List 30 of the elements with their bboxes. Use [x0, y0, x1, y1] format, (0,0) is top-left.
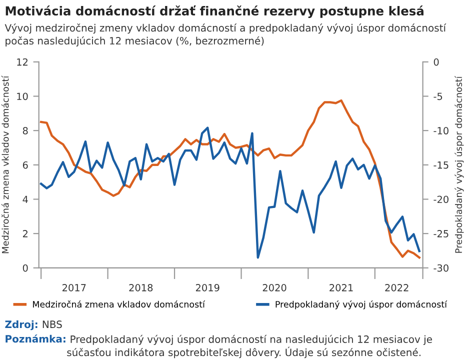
x-tick-label: 2022: [385, 284, 408, 292]
y2-tick-label: 0: [434, 58, 439, 66]
line-series: [40, 126, 420, 259]
y2-tick-label: -25: [434, 230, 448, 238]
x-tick-label: 2018: [129, 284, 153, 292]
legend-label: Predpokladaný vývoj úspor domácností: [276, 300, 448, 310]
x-tick-label: 2020: [262, 284, 286, 292]
chart-title: Motivácia domácností držať finančné rezervy postupne klesá: [6, 5, 424, 18]
y2-tick-label: -20: [434, 196, 448, 204]
y2-axis-title: Predpokladaný vývoj úspor domácností: [454, 76, 464, 253]
x-tick-label: 2019: [196, 284, 220, 292]
y-tick-label: 6: [22, 161, 28, 169]
y-tick-label: 12: [17, 58, 28, 66]
text: Poznámka: Predpokladaný vývoj úspor domácností na nasledujúcich 12 mesiacov je súčasťou indikátora spotrebiteľskej dôvery. Údaje sú sezónne očistené.: [6, 334, 432, 358]
y-tick-label: 4: [22, 196, 28, 203]
y-tick-label: 2: [22, 230, 28, 238]
y-tick-label: 10: [17, 92, 28, 100]
y-tick-label: 8: [22, 127, 28, 134]
y-tick-label: 0: [22, 264, 28, 272]
chart-subtitle: Vývoj medziročnej zmeny vkladov domácností a predpokladaný vývoj úspor domácností počas nasledujúcich 12 mesiacov (%, bezrozmerné): [4, 24, 446, 46]
y2-tick-label: -15: [434, 161, 448, 169]
y2-tick-label: -30: [434, 264, 448, 272]
line-series: [40, 99, 420, 259]
text: Zdroj: NBS: [5, 320, 62, 330]
y2-tick-label: -10: [434, 127, 448, 134]
legend-label: Medziročná zmena vkladov domácností: [33, 300, 206, 308]
x-tick-label: 2021: [330, 284, 353, 292]
y-axis-title: Medziročná zmena vkladov domácností: [1, 76, 9, 254]
y2-tick-label: -5: [434, 92, 442, 100]
x-tick-label: 2017: [62, 284, 86, 292]
